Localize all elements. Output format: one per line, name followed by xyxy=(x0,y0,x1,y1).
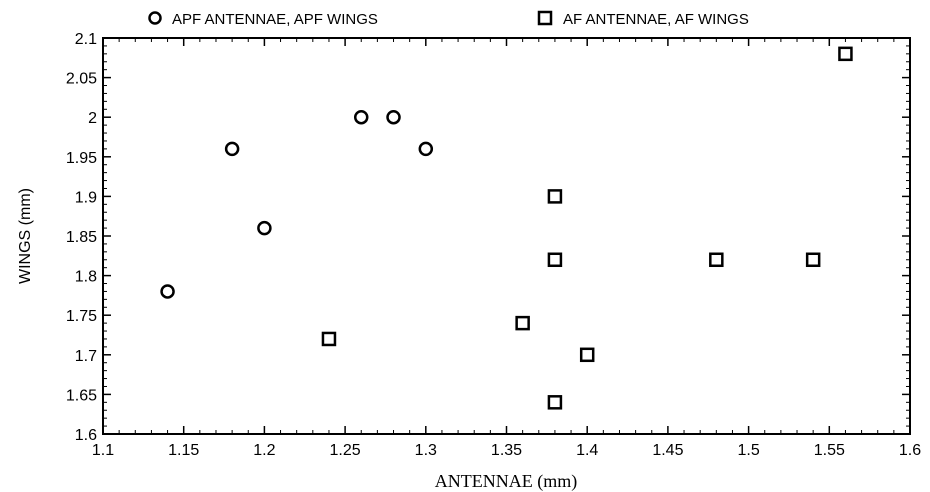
apf-data-point xyxy=(160,284,175,299)
x-tick-label: 1.5 xyxy=(737,442,759,459)
af-data-point xyxy=(579,347,595,363)
legend: APF ANTENNAE, APF WINGS AF ANTENNAE, AF … xyxy=(148,10,749,28)
apf-data-point xyxy=(353,109,369,125)
y-tick-label: 2.05 xyxy=(66,71,97,88)
x-tick-label: 1.3 xyxy=(415,442,437,459)
apf-data-point xyxy=(257,220,272,236)
x-tick-label: 1.1 xyxy=(92,442,114,459)
af-data-point xyxy=(838,46,853,62)
tick-labels: 1.1 1.15 1.2 1.25 1.3 1.35 1.4 1.45 1.5 1.55 1.6 1.… xyxy=(66,31,921,459)
x-tick-label: 1.6 xyxy=(899,442,921,459)
y-tick-label: 1.8 xyxy=(75,269,97,286)
legend-square-marker xyxy=(537,10,553,26)
y-tick-label: 1.6 xyxy=(75,427,97,444)
x-tick-label: 1.35 xyxy=(491,442,522,459)
legend-circle-marker xyxy=(148,11,162,25)
x-tick-label: 1.25 xyxy=(330,442,361,459)
ticks xyxy=(102,37,911,435)
y-tick-label: 2.1 xyxy=(75,31,97,48)
x-tick-label: 1.45 xyxy=(652,442,683,459)
af-data-point xyxy=(805,252,821,268)
apf-data-point xyxy=(386,109,401,125)
af-data-point xyxy=(709,252,724,268)
x-tick-label: 1.4 xyxy=(576,442,598,459)
y-tick-label: 1.95 xyxy=(66,150,97,167)
apf-data-point xyxy=(224,141,240,157)
y-tick-label: 1.85 xyxy=(66,229,97,246)
af-data-point xyxy=(547,395,563,410)
y-axis-label: WINGS (mm) xyxy=(17,188,34,284)
legend-label-apf: APF ANTENNAE, APF WINGS xyxy=(172,11,378,28)
af-data-point xyxy=(321,331,337,347)
plot-frame xyxy=(102,37,911,435)
legend-label-af: AF ANTENNAE, AF WINGS xyxy=(563,11,749,28)
data-markers xyxy=(160,46,853,410)
y-tick-label: 1.65 xyxy=(66,387,97,404)
x-tick-label: 1.55 xyxy=(814,442,845,459)
y-tick-label: 1.7 xyxy=(75,348,97,365)
y-tick-label: 2 xyxy=(88,110,97,127)
y-tick-label: 1.75 xyxy=(66,308,97,325)
x-axis-label: ANTENNAE (mm) xyxy=(435,471,577,492)
x-tick-label: 1.2 xyxy=(253,442,275,459)
af-data-point xyxy=(547,189,563,204)
x-tick-label: 1.15 xyxy=(168,442,199,459)
af-data-point xyxy=(547,252,563,268)
af-data-point xyxy=(515,315,530,331)
y-tick-label: 1.9 xyxy=(75,189,97,206)
apf-data-point xyxy=(418,141,434,157)
